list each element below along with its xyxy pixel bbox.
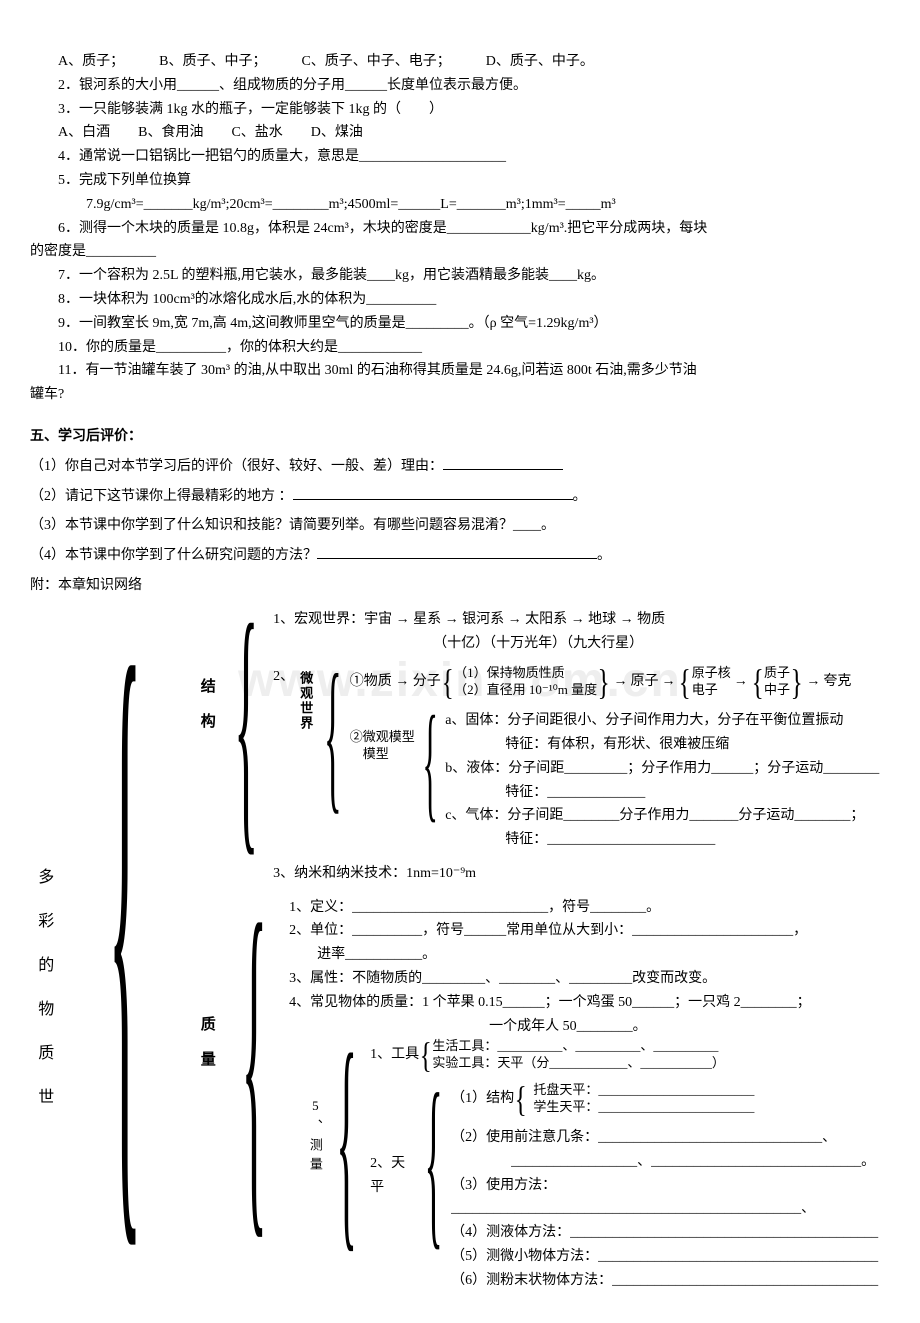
micro-world-label: 微观世界 <box>294 665 316 733</box>
balance-label: 2、天平 <box>370 1082 416 1200</box>
bracket-balance: { <box>424 1082 442 1242</box>
balance-2: （2）使用前注意几条：_____________________________… <box>451 1126 890 1150</box>
eval-3: （3）本节课中你学到了什么知识和技能？请简要列举。有哪些问题容易混淆？____。 <box>30 514 890 538</box>
main-title-vertical: 多彩的物质世 <box>30 608 57 1132</box>
eval-2: （2）请记下这节课你上得最精彩的地方 ：。 <box>30 485 890 509</box>
macro-line1: 1、宏观世界：宇宙 → 星系 → 银河系 → 太阳系 → 地球 → 物质 <box>273 608 890 632</box>
q10: 10．你的质量是__________，你的体积大约是____________ <box>30 336 890 360</box>
balance-4: （4）测液体方法：_______________________________… <box>451 1221 890 1245</box>
balance-6: （6）测粉末状物体方法：____________________________… <box>451 1269 890 1293</box>
eval-4: （4）本节课中你学到了什么研究问题的方法？。 <box>30 544 890 568</box>
section5-title: 五、学习后评价： <box>30 425 890 449</box>
q9: 9．一间教室长 9m,宽 7m,高 4m,这间教师里空气的质量是________… <box>30 312 890 336</box>
mass-2b: 进率___________。 <box>289 943 890 967</box>
q11: 11．有一节油罐车装了 30m³ 的油,从中取出 30ml 的石油称得其质量是 … <box>30 359 890 383</box>
bracket-measure: { <box>336 1038 357 1240</box>
model-b: b、液体：分子间距_________；分子作用力______；分子运动_____… <box>445 757 879 781</box>
bracket-model: { <box>422 709 438 816</box>
model-c2: 特征：________________________ <box>445 828 879 852</box>
knowledge-diagram: 多彩的物质世 { 结构 { 1、宏观世界：宇宙 → 星系 → 银河系 → 太阳系… <box>30 608 890 1293</box>
balance-structure: （1）结构 { 托盘天平：________________________ 学生… <box>451 1082 890 1116</box>
q6: 6．测得一个木块的质量是 10.8g，体积是 24cm³，木块的密度是_____… <box>30 217 890 241</box>
model-a: a、固体：分子间距很小、分子间作用力大，分子在平衡位置振动 <box>445 709 879 733</box>
mass-2: 2、单位：__________，符号______常用单位从大到小：_______… <box>289 919 890 943</box>
mass-4: 4、常见物体的质量：1 个苹果 0.15______；一个鸡蛋 50______… <box>289 991 890 1015</box>
macro-line2: （十亿）（十万光年）（九大行星） <box>273 632 890 656</box>
q6-tail: 的密度是__________ <box>30 240 890 264</box>
document-content: A、质子； B、质子、中子； C、质子、中子、电子； D、质子、中子。 2．银河… <box>30 50 890 1293</box>
mass-1: 1、定义：____________________________，符号____… <box>289 896 890 920</box>
q1-options: A、质子； B、质子、中子； C、质子、中子、电子； D、质子、中子。 <box>30 50 890 74</box>
eval-1: （1）你自己对本节学习后的评价（很好、较好、一般、差）理由： <box>30 455 890 479</box>
bracket-mass: { <box>241 896 267 1223</box>
micro-model-label: ②微观模型 <box>350 729 415 746</box>
mass-3: 3、属性：不随物质的_________、________、_________改变… <box>289 967 890 991</box>
q5-sub: 7.9g/cm³=_______kg/m³;20cm³=________m³;4… <box>30 193 890 217</box>
q4: 4．通常说一口铝锅比一把铝勺的质量大，意思是__________________… <box>30 145 890 169</box>
model-a2: 特征：有体积，有形状、很难被压缩 <box>445 733 879 757</box>
q11-tail: 罐车? <box>30 383 890 407</box>
bracket-structure: { <box>234 608 258 838</box>
structure-label: 结构 <box>193 608 219 750</box>
mass-label: 质量 <box>193 896 219 1088</box>
model-b2: 特征：______________ <box>445 781 879 805</box>
bracket-micro: { <box>324 665 342 804</box>
balance-3: （3）使用方法：________________________________… <box>451 1174 890 1222</box>
appendix-title: 附：本章知识网络 <box>30 574 890 598</box>
model-c: c、气体：分子间距________分子作用力_______分子运动_______… <box>445 804 879 828</box>
balance-2b: __________________、_____________________… <box>451 1150 890 1174</box>
balance-5: （5）测微小物体方法：_____________________________… <box>451 1245 890 1269</box>
mass-4b: 一个成年人 50________。 <box>289 1015 890 1039</box>
q3: 3．一只能够装满 1kg 水的瓶子，一定能够装下 1kg 的（ ） <box>30 98 890 122</box>
q8: 8．一块体积为 100cm³的冰熔化成水后,水的体积为__________ <box>30 288 890 312</box>
nano-line: 3、纳米和纳米技术：1nm=10⁻⁹m <box>273 862 890 886</box>
label-2: 2、 <box>273 665 294 689</box>
q7: 7．一个容积为 2.5L 的塑料瓶,用它装水，最多能装____kg，用它装酒精最… <box>30 264 890 288</box>
q3-options: A、白酒 B、食用油 C、盐水 D、煤油 <box>30 121 890 145</box>
bracket-main: { <box>108 608 142 1224</box>
tool-row: 1、工具 { 生活工具：__________、__________、______… <box>370 1038 890 1072</box>
q2: 2．银河系的大小用______、组成物质的分子用______长度单位表示最方便。 <box>30 74 890 98</box>
q5: 5．完成下列单位换算 <box>30 169 890 193</box>
mass-5-label: 5、测量 <box>289 1098 323 1176</box>
